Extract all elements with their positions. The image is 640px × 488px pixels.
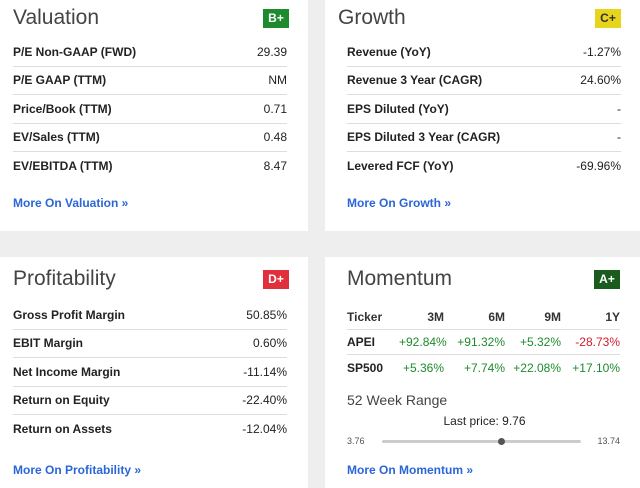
profitability-card: Profitability D+ Gross Profit Margin 50.8…	[0, 257, 308, 488]
value-cell: +92.84%	[399, 335, 447, 349]
column-header-9m: 9M	[544, 310, 561, 324]
growth-grade-badge: C+	[595, 8, 621, 28]
momentum-table-header: Ticker 3M 6M 9M 1Y	[347, 305, 620, 330]
column-header-ticker: Ticker	[347, 310, 383, 324]
metric-row: Net Income Margin -11.14%	[13, 358, 287, 387]
value-cell: +17.10%	[572, 360, 620, 375]
metric-value: -	[617, 101, 621, 116]
valuation-header: Valuation B+	[13, 6, 289, 30]
metric-label: EBIT Margin	[13, 336, 84, 351]
growth-metrics-list: Revenue (YoY) -1.27% Revenue 3 Year (CAGR…	[347, 38, 621, 181]
metric-row: Revenue (YoY) -1.27%	[347, 38, 621, 67]
momentum-title: Momentum	[347, 267, 453, 290]
metric-value: 0.71	[263, 101, 287, 116]
profitability-grade-badge: D+	[263, 269, 289, 289]
momentum-card: Momentum A+ Ticker 3M 6M 9M 1Y APEI +92.…	[325, 257, 640, 488]
metric-value: 24.60%	[580, 73, 621, 88]
column-header-3m: 3M	[427, 310, 444, 324]
metric-row: P/E GAAP (TTM) NM	[13, 67, 287, 95]
metric-label: P/E GAAP (TTM)	[13, 73, 107, 88]
growth-header: Growth C+	[338, 6, 621, 30]
metric-value: 50.85%	[246, 307, 287, 322]
valuation-title: Valuation	[13, 6, 100, 29]
range-high-value: 13.74	[597, 436, 620, 446]
metric-label: Revenue (YoY)	[347, 44, 431, 59]
last-price-label: Last price: 9.76	[443, 414, 526, 428]
metric-row: Levered FCF (YoY) -69.96%	[347, 152, 621, 181]
value-cell: +22.08%	[513, 360, 561, 375]
value-cell: +5.32%	[519, 335, 561, 349]
metric-label: Return on Assets	[13, 422, 112, 437]
metric-label: Price/Book (TTM)	[13, 101, 112, 116]
metric-row: EV/EBITDA (TTM) 8.47	[13, 152, 287, 181]
growth-card: Growth C+ Revenue (YoY) -1.27% Revenue 3 …	[325, 0, 640, 231]
metric-label: EPS Diluted 3 Year (CAGR)	[347, 130, 501, 145]
column-header-1y: 1Y	[605, 310, 620, 324]
metric-value: 0.48	[263, 130, 287, 145]
ticker-cell: APEI	[347, 335, 376, 349]
profitability-metrics-list: Gross Profit Margin 50.85% EBIT Margin 0.6…	[13, 301, 287, 444]
week-range-title: 52 Week Range	[347, 392, 448, 408]
profitability-title: Profitability	[13, 267, 116, 290]
column-header-6m: 6M	[488, 310, 505, 324]
metric-row: EV/Sales (TTM) 0.48	[13, 124, 287, 152]
metric-label: P/E Non-GAAP (FWD)	[13, 44, 137, 59]
more-on-profitability-link[interactable]: More On Profitability »	[13, 463, 142, 477]
more-on-valuation-link[interactable]: More On Valuation »	[13, 196, 129, 210]
metric-row: P/E Non-GAAP (FWD) 29.39	[13, 38, 287, 67]
metric-row: Gross Profit Margin 50.85%	[13, 301, 287, 330]
metric-label: Revenue 3 Year (CAGR)	[347, 73, 483, 88]
valuation-metrics-list: P/E Non-GAAP (FWD) 29.39 P/E GAAP (TTM) NM…	[13, 38, 287, 181]
metric-label: Net Income Margin	[13, 364, 121, 379]
metric-value: -12.04%	[242, 422, 287, 437]
value-cell: +7.74%	[463, 360, 505, 375]
metric-label: Levered FCF (YoY)	[347, 159, 454, 174]
more-on-momentum-link[interactable]: More On Momentum »	[347, 463, 474, 477]
metric-row: Price/Book (TTM) 0.71	[13, 95, 287, 124]
momentum-table: Ticker 3M 6M 9M 1Y APEI +92.84% +91.32% …	[347, 305, 620, 380]
metric-value: -69.96%	[576, 159, 621, 174]
metric-value: 29.39	[256, 44, 287, 59]
valuation-grade-badge: B+	[263, 8, 289, 28]
profitability-header: Profitability D+	[13, 267, 289, 291]
table-row: SP500 +5.36% +7.74% +22.08% +17.10%	[347, 355, 620, 380]
metric-row: Return on Assets -12.04%	[13, 415, 287, 444]
week-range-bar	[382, 438, 581, 445]
table-row: APEI +92.84% +91.32% +5.32% -28.73%	[347, 330, 620, 355]
metric-label: EV/Sales (TTM)	[13, 130, 100, 145]
metric-label: Gross Profit Margin	[13, 307, 126, 322]
metric-value: 0.60%	[252, 336, 287, 351]
metric-row: EBIT Margin 0.60%	[13, 330, 287, 358]
metric-label: EPS Diluted (YoY)	[347, 101, 449, 116]
momentum-header: Momentum A+	[347, 267, 620, 291]
range-low-value: 3.76	[347, 436, 365, 446]
ticker-cell: SP500	[347, 360, 384, 375]
metric-row: EPS Diluted (YoY) -	[347, 95, 621, 124]
last-price-marker	[497, 438, 505, 445]
value-cell: -28.73%	[575, 335, 620, 349]
metric-value: -	[617, 130, 621, 145]
metric-label: Return on Equity	[13, 393, 110, 408]
more-on-growth-link[interactable]: More On Growth »	[347, 196, 452, 210]
metric-value: -11.14%	[243, 364, 287, 379]
metric-value: -22.40%	[242, 393, 287, 408]
valuation-card: Valuation B+ P/E Non-GAAP (FWD) 29.39 P/E…	[0, 0, 308, 231]
value-cell: +91.32%	[457, 335, 505, 349]
metric-label: EV/EBITDA (TTM)	[13, 159, 113, 174]
metric-row: Revenue 3 Year (CAGR) 24.60%	[347, 67, 621, 95]
metric-value: NM	[268, 73, 287, 88]
metric-value: -1.27%	[582, 44, 621, 59]
metric-value: 8.47	[263, 159, 287, 174]
growth-title: Growth	[338, 6, 406, 29]
metric-row: EPS Diluted 3 Year (CAGR) -	[347, 124, 621, 152]
momentum-grade-badge: A+	[594, 269, 620, 289]
value-cell: +5.36%	[402, 360, 444, 375]
metric-row: Return on Equity -22.40%	[13, 387, 287, 415]
